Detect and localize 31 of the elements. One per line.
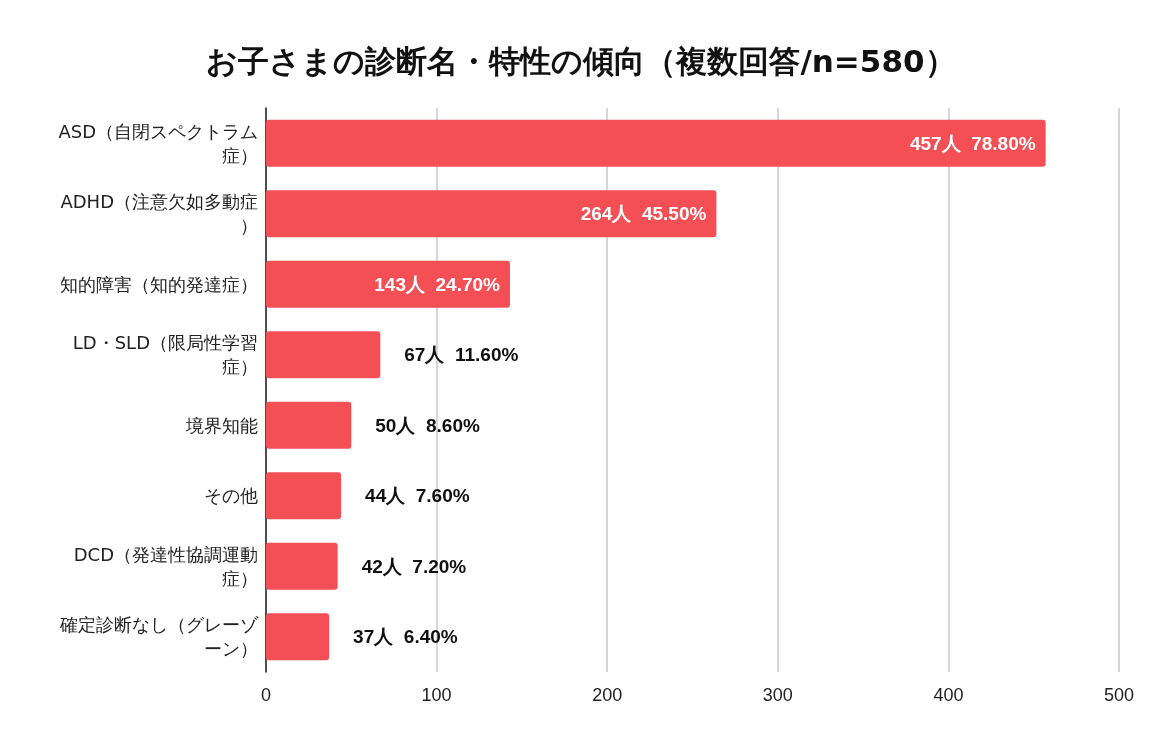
data-label: 42人 7.20% [361, 555, 467, 577]
bar [266, 542, 338, 590]
x-tick-label: 200 [592, 685, 623, 705]
y-tick-label: その他 [204, 485, 258, 507]
x-tick-label: 0 [260, 685, 272, 705]
data-label: 44人 7.60% [365, 485, 470, 507]
x-tick-label: 300 [762, 685, 793, 705]
data-label: 37人 6.40% [353, 626, 458, 648]
bar [266, 331, 381, 379]
y-tick-label: ADHD（注意欠如多動症） [60, 191, 258, 237]
x-tick-label: 100 [421, 685, 452, 705]
chart-title: お子さまの診断名・特性の傾向（複数回答/n=580） [206, 42, 956, 79]
y-tick-label: 知的障害（知的発達症） [60, 273, 258, 295]
bar [266, 401, 352, 449]
y-tick-label: DCD（発達性協調運動症） [73, 543, 258, 589]
bar [266, 119, 1046, 167]
y-tick-label: LD・SLD（限局性学習症） [72, 332, 258, 378]
data-label: 264人 45.50% [580, 203, 707, 225]
data-label: 143人 24.70% [374, 273, 501, 295]
data-label: 457人 78.80% [909, 132, 1036, 154]
data-label: 50人 8.60% [375, 414, 480, 436]
bar [266, 613, 330, 661]
x-tick-label: 400 [933, 685, 964, 705]
x-tick-label: 500 [1103, 685, 1135, 705]
bar [266, 190, 717, 238]
y-tick-label: 境界知能 [185, 414, 258, 436]
bar [266, 260, 510, 308]
y-tick-label: ASD（自閉スペクトラム症） [58, 120, 258, 166]
bar [266, 472, 342, 520]
y-tick-label: 確定診断なし（グレーゾーン） [59, 614, 259, 660]
data-label: 67人 11.60% [404, 344, 519, 366]
